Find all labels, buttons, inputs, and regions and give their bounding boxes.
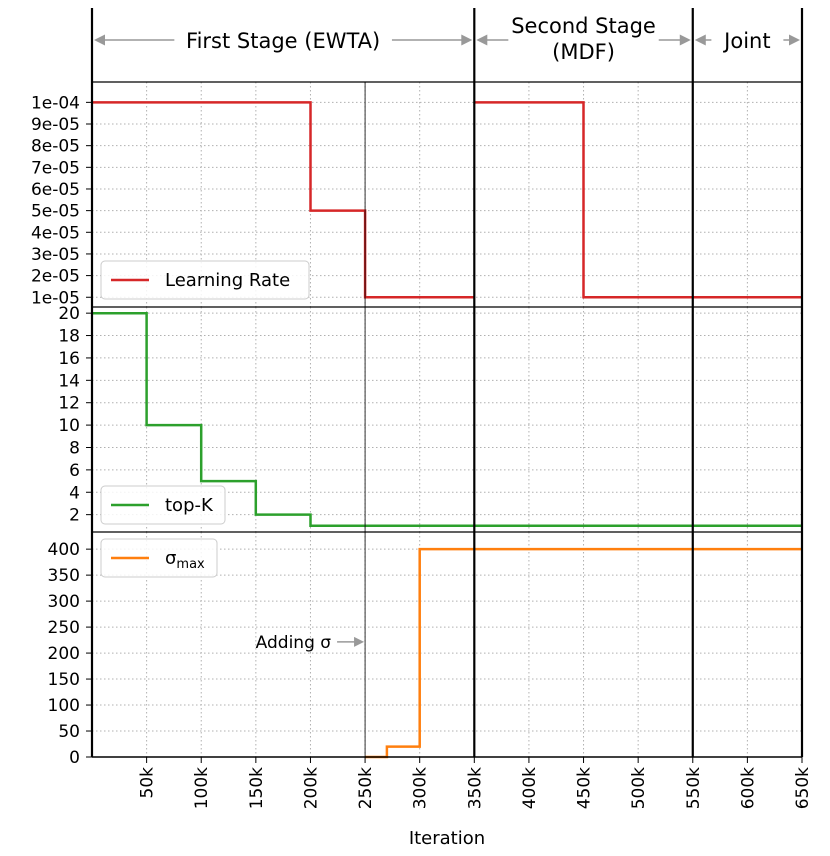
series-line	[474, 101, 802, 299]
y-tick-label: 250	[48, 618, 80, 638]
stage-label: Joint	[722, 29, 770, 53]
y-tick-label: 350	[48, 566, 80, 586]
y-tick-label: 50	[58, 722, 80, 742]
y-tick-label: 200	[48, 644, 80, 664]
series-line	[92, 101, 475, 299]
stage-arrow-head	[461, 34, 473, 46]
legend-box	[100, 260, 310, 300]
y-tick-label: 0	[69, 748, 80, 768]
y-tick-label: 300	[48, 592, 80, 612]
stage-arrow-head	[94, 34, 105, 46]
y-tick-label: 4	[69, 483, 80, 503]
legend-box	[100, 485, 226, 525]
x-tick-label: 350k	[465, 767, 485, 809]
x-tick-label: 250k	[356, 767, 376, 809]
x-tick-label: 400k	[520, 767, 540, 809]
x-tick-label: 200k	[301, 767, 321, 809]
y-tick-label: 14	[58, 371, 80, 391]
legend-label: Learning Rate	[165, 270, 290, 291]
y-tick-label: 9e-05	[31, 115, 80, 135]
annotation-text: Adding σ	[256, 633, 332, 653]
stage-arrow-head	[476, 34, 488, 46]
x-tick-label: 650k	[793, 767, 813, 809]
stage-arrow-head	[789, 34, 800, 46]
y-tick-label: 12	[58, 394, 80, 414]
x-axis-title: Iteration	[409, 828, 485, 849]
y-tick-label: 10	[58, 416, 80, 436]
y-tick-label: 16	[58, 349, 80, 369]
y-tick-label: 1e-05	[31, 288, 80, 308]
y-tick-label: 6	[69, 461, 80, 481]
y-tick-label: 20	[58, 304, 80, 324]
legend-box	[100, 538, 218, 578]
y-tick-label: 4e-05	[31, 223, 80, 243]
annotation-arrow-head	[354, 636, 365, 647]
y-tick-label: 2	[69, 506, 80, 526]
y-tick-label: 18	[58, 327, 80, 347]
y-tick-label: 400	[48, 540, 80, 560]
stage-arrow-head	[694, 34, 706, 46]
x-tick-label: 600k	[738, 767, 758, 809]
stage-label: Second Stage (MDF)	[511, 14, 656, 64]
y-tick-label: 8e-05	[31, 137, 80, 157]
x-tick-label: 450k	[575, 767, 595, 809]
legend-label: top-K	[165, 495, 214, 516]
y-tick-label: 7e-05	[31, 158, 80, 178]
y-tick-label: 2e-05	[31, 267, 80, 287]
stage-label: First Stage (EWTA)	[186, 29, 380, 53]
y-tick-label: 100	[48, 696, 80, 716]
x-tick-label: 550k	[684, 767, 704, 809]
x-tick-label: 500k	[629, 767, 649, 809]
x-tick-label: 150k	[247, 767, 267, 809]
y-tick-label: 8	[69, 438, 80, 458]
y-tick-label: 6e-05	[31, 180, 80, 200]
series-line	[92, 311, 802, 528]
x-tick-label: 50k	[138, 767, 158, 799]
stage-arrow-head	[679, 34, 691, 46]
x-tick-label: 300k	[411, 767, 431, 809]
y-tick-label: 3e-05	[31, 245, 80, 265]
y-tick-label: 150	[48, 670, 80, 690]
y-tick-label: 1e-04	[31, 93, 80, 113]
x-tick-label: 100k	[192, 767, 212, 809]
y-tick-label: 5e-05	[31, 202, 80, 222]
